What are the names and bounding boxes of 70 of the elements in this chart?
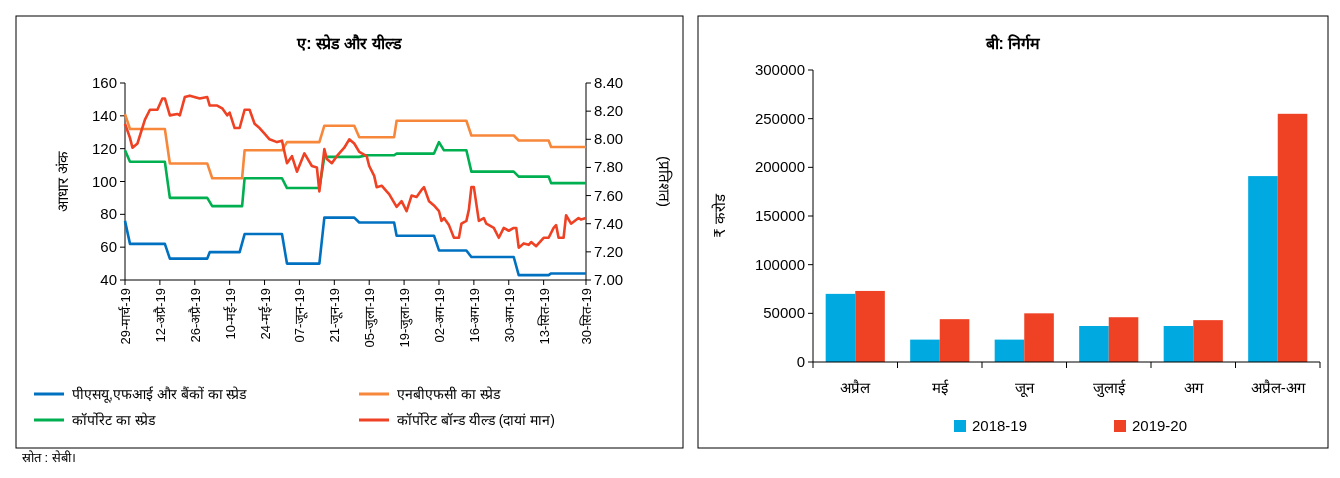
legend-label: 2018-19 <box>972 417 1028 434</box>
legend-label: कॉर्पोरेट का स्प्रेड <box>72 412 156 428</box>
line-series <box>123 112 588 180</box>
x-tick-label: जुलाई <box>1092 379 1126 398</box>
x-tick-label: जून <box>1014 379 1035 398</box>
x-tick-label: 19-जुला-19 <box>397 288 414 348</box>
x-tick-label: 12-अप्रै-19 <box>152 288 168 343</box>
y-tick-label: 80 <box>100 205 117 223</box>
bar <box>910 339 940 362</box>
y-tick-label: 200000 <box>754 158 805 176</box>
y-tick-label: 100000 <box>754 255 805 273</box>
bar <box>1277 113 1308 362</box>
y-tick-label: 160 <box>91 74 117 91</box>
x-tick-label: 30-सित-19 <box>579 288 594 345</box>
y2-tick-label: 7.60 <box>594 186 624 204</box>
bar <box>939 319 970 362</box>
y2-axis-title: (प्रतिशत) <box>656 156 673 207</box>
text: स्रोत : सेबी। <box>22 450 76 465</box>
bar <box>1079 325 1109 362</box>
x-tick-label: 05-जुला-19 <box>362 288 379 348</box>
bar <box>855 290 885 362</box>
chart-title: बी: निर्गम <box>984 34 1042 52</box>
y2-tick-label: 7.20 <box>594 242 624 260</box>
x-tick-label: 26-अप्रै-19 <box>187 288 203 343</box>
bar <box>994 339 1025 362</box>
x-tick-label: 24-मई-19 <box>257 288 273 340</box>
y-axis-title: आधार अंक <box>54 150 71 213</box>
y2-tick-label: 8.20 <box>594 102 624 120</box>
bar <box>1108 317 1139 362</box>
y-tick-label: 250000 <box>754 109 805 127</box>
y2-tick-label: 7.00 <box>594 271 624 288</box>
y-tick-label: 50000 <box>763 304 805 322</box>
y-tick-label: 60 <box>100 238 117 256</box>
bar <box>1163 325 1194 362</box>
bar <box>825 293 856 362</box>
y-axis-title: ₹ करोड <box>711 193 728 238</box>
x-tick-label: 30-अग-19 <box>501 288 517 343</box>
y2-tick-label: 7.40 <box>594 214 624 232</box>
x-tick-label: 13-सित-19 <box>536 288 552 345</box>
y-tick-label: 120 <box>91 139 117 157</box>
bar <box>1024 313 1054 362</box>
legend-label: 2019-20 <box>1132 417 1188 434</box>
y-tick-label: 40 <box>100 271 117 288</box>
y2-tick-label: 8.00 <box>594 130 624 148</box>
x-tick-label: अग <box>1183 379 1204 396</box>
x-tick-label: 16-अग-19 <box>466 288 482 343</box>
y-tick-label: 0 <box>796 353 805 370</box>
y-tick-label: 140 <box>91 106 117 124</box>
bar <box>1193 320 1223 362</box>
y-tick-label: 300000 <box>754 61 805 78</box>
bar <box>1248 176 1278 362</box>
legend-label: कॉर्पोरेट बॉन्ड यील्ड (दायां मान) <box>397 412 555 428</box>
y2-tick-label: 8.40 <box>594 74 624 91</box>
x-tick-label: 21-जून-19 <box>327 288 344 343</box>
x-tick-label: 10-मई-19 <box>222 288 238 340</box>
y-tick-label: 100 <box>91 172 117 190</box>
legend-label: एनबीएफसी का स्प्रेड <box>397 386 501 402</box>
line-series <box>123 140 588 208</box>
x-tick-label: 07-जून-19 <box>292 288 309 343</box>
line-series <box>123 216 588 277</box>
x-tick-label: 02-अग-19 <box>431 288 447 343</box>
x-tick-label: अप्रैल-अग <box>1250 379 1306 396</box>
y-tick-label: 150000 <box>754 207 805 224</box>
chart-title: ए: स्प्रेड और यील्ड <box>296 34 403 52</box>
line-series <box>123 94 588 249</box>
x-tick-label: अप्रैल <box>840 379 872 396</box>
x-tick-label: 29-मार्च-19 <box>118 288 133 345</box>
x-tick-label: मई <box>931 379 949 396</box>
y2-tick-label: 7.80 <box>594 158 624 176</box>
legend-label: पीएसयू,एफआई और बैंकों का स्प्रेड <box>72 386 248 403</box>
